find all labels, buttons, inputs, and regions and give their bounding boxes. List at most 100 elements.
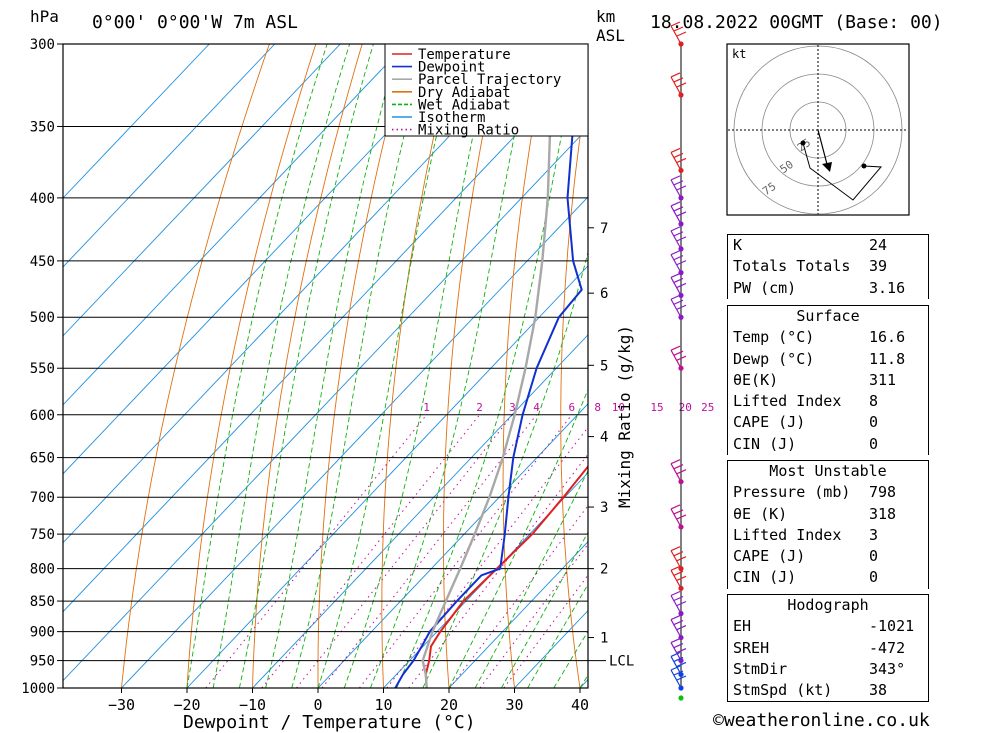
mixing-ratio-label: 8 [594, 401, 601, 414]
temp-tick-label: −30 [108, 696, 135, 714]
wet-adiabat-line [343, 44, 494, 688]
temp-tick-label: 10 [374, 696, 392, 714]
pressure-tick-label: 850 [30, 594, 55, 610]
isotherm-line [63, 44, 276, 268]
mixing-ratio-line [205, 414, 427, 688]
legend-label: Parcel Trajectory [418, 72, 561, 88]
dry-adiabat-line [560, 79, 588, 688]
wet-adiabat-line [212, 44, 351, 688]
pressure-tick-label: 950 [30, 654, 55, 670]
km-tick-label: 5 [600, 358, 608, 374]
wind-barb [670, 504, 687, 528]
wind-barb [670, 21, 687, 45]
pressure-tick-label: 750 [30, 527, 55, 543]
lcl-label: LCL [609, 654, 634, 670]
pressure-tick-label: 1000 [21, 681, 55, 697]
mixing-ratio-axis-label: Mixing Ratio (g/kg) [615, 325, 634, 508]
asl-label: ASL [596, 26, 625, 45]
table-row: Dewp (°C) 11.8 [733, 349, 906, 368]
hodograph: kt 255075 [726, 43, 910, 216]
surface-title: Surface [796, 307, 860, 325]
temp-tick-label: −20 [173, 696, 200, 714]
mixing-ratio-label: 15 [650, 401, 663, 414]
km-tick-label: 1 [600, 631, 608, 647]
hpa-unit-label: hPa [30, 7, 59, 26]
table-row: Temp (°C) 16.6 [733, 328, 906, 347]
temp-tick-label: 40 [571, 696, 589, 714]
km-tick-label: 7 [600, 221, 608, 237]
pressure-tick-label: 650 [30, 451, 55, 467]
wind-barb [670, 590, 687, 614]
km-tick-label: 6 [600, 286, 608, 302]
mixing-ratio-line [386, 426, 588, 688]
pressure-tick-label: 400 [30, 191, 55, 207]
wind-barb [670, 665, 687, 689]
indices-table: K 24 Totals Totals 39 PW (cm) 3.16 [727, 234, 929, 299]
dry-adiabat-line [966, 44, 1000, 688]
wet-adiabat-line [186, 44, 328, 688]
storm-motion-vector [817, 129, 829, 169]
table-row: K 24 [733, 236, 888, 254]
temp-tick-label: −10 [239, 696, 266, 714]
wind-barb [670, 651, 687, 675]
wind-barb [670, 272, 687, 296]
legend-label: Dewpoint [418, 60, 485, 76]
hodograph-ring-label: 50 [778, 158, 796, 176]
wind-barb [670, 175, 687, 199]
isotherm-line [63, 44, 472, 475]
table-row: EH -1021 [733, 617, 915, 636]
wind-barb [670, 345, 687, 369]
wind-barb [670, 546, 687, 569]
dewpoint-line [394, 44, 588, 688]
mixing-ratio-label: 4 [533, 401, 540, 414]
mixing-ratio-line [358, 414, 573, 688]
km-tick-label: 4 [600, 430, 608, 446]
wind-barb [670, 250, 687, 273]
most-unstable-title: Most Unstable [769, 462, 887, 480]
datetime-title: 18.08.2022 00GMT (Base: 00) [650, 12, 943, 33]
table-row: CAPE (J) 0 [733, 547, 879, 566]
axes: 1 2 3 4 6 8 10 15 20 2530035040045050055060065070… [21, 37, 714, 714]
grid-lines [63, 44, 1000, 688]
wind-barb [670, 201, 687, 225]
table-row: θE(K) 311 [733, 370, 897, 389]
wet-adiabat-line [238, 44, 374, 688]
hodograph-end-dot [861, 163, 867, 169]
isotherm-line [252, 334, 588, 688]
table-row: CIN (J) 0 [733, 434, 879, 453]
legend-label: Mixing Ratio [418, 123, 519, 139]
temperature-line [424, 464, 588, 688]
wet-adiabat-line [501, 531, 588, 688]
wind-barb [670, 147, 687, 171]
location-title: 0°00' 0°00'W 7m ASL [92, 12, 298, 33]
wind-barb [670, 638, 687, 661]
wet-adiabat-line [369, 44, 534, 688]
mixing-ratio-line [408, 453, 588, 688]
pressure-tick-label: 700 [30, 490, 55, 506]
table-row: Lifted Index 3 [733, 525, 879, 544]
table-row: Pressure (mb) 798 [733, 483, 897, 502]
pressure-tick-label: 800 [30, 562, 55, 578]
wind-barb [670, 226, 687, 250]
temp-tick-label: 30 [505, 696, 523, 714]
wet-adiabat-line [291, 44, 428, 688]
km-unit-label: km [596, 7, 615, 26]
surface-table: Surface Temp (°C) 16.6 Dewp (°C) 11.8 θE(K… [727, 305, 929, 456]
wind-barb [670, 615, 687, 638]
mixing-ratio-label: 6 [568, 401, 575, 414]
table-row: StmSpd (kt) 38 [733, 681, 888, 700]
km-tick-label: 2 [600, 562, 608, 578]
mixing-ratio-label: 3 [509, 401, 516, 414]
table-row: CIN (J) 0 [733, 568, 879, 587]
temp-tick-label: 20 [440, 696, 458, 714]
wet-adiabat-line [527, 583, 588, 688]
table-row: CAPE (J) 0 [733, 413, 879, 432]
surface-wind-dot [678, 695, 684, 701]
dry-adiabat-line [919, 44, 1000, 688]
legend-label: Temperature [418, 47, 511, 63]
credit-text: ©weatheronline.co.uk [713, 710, 930, 731]
table-row: StmDir 343° [733, 659, 906, 678]
plot-frame [62, 43, 589, 689]
